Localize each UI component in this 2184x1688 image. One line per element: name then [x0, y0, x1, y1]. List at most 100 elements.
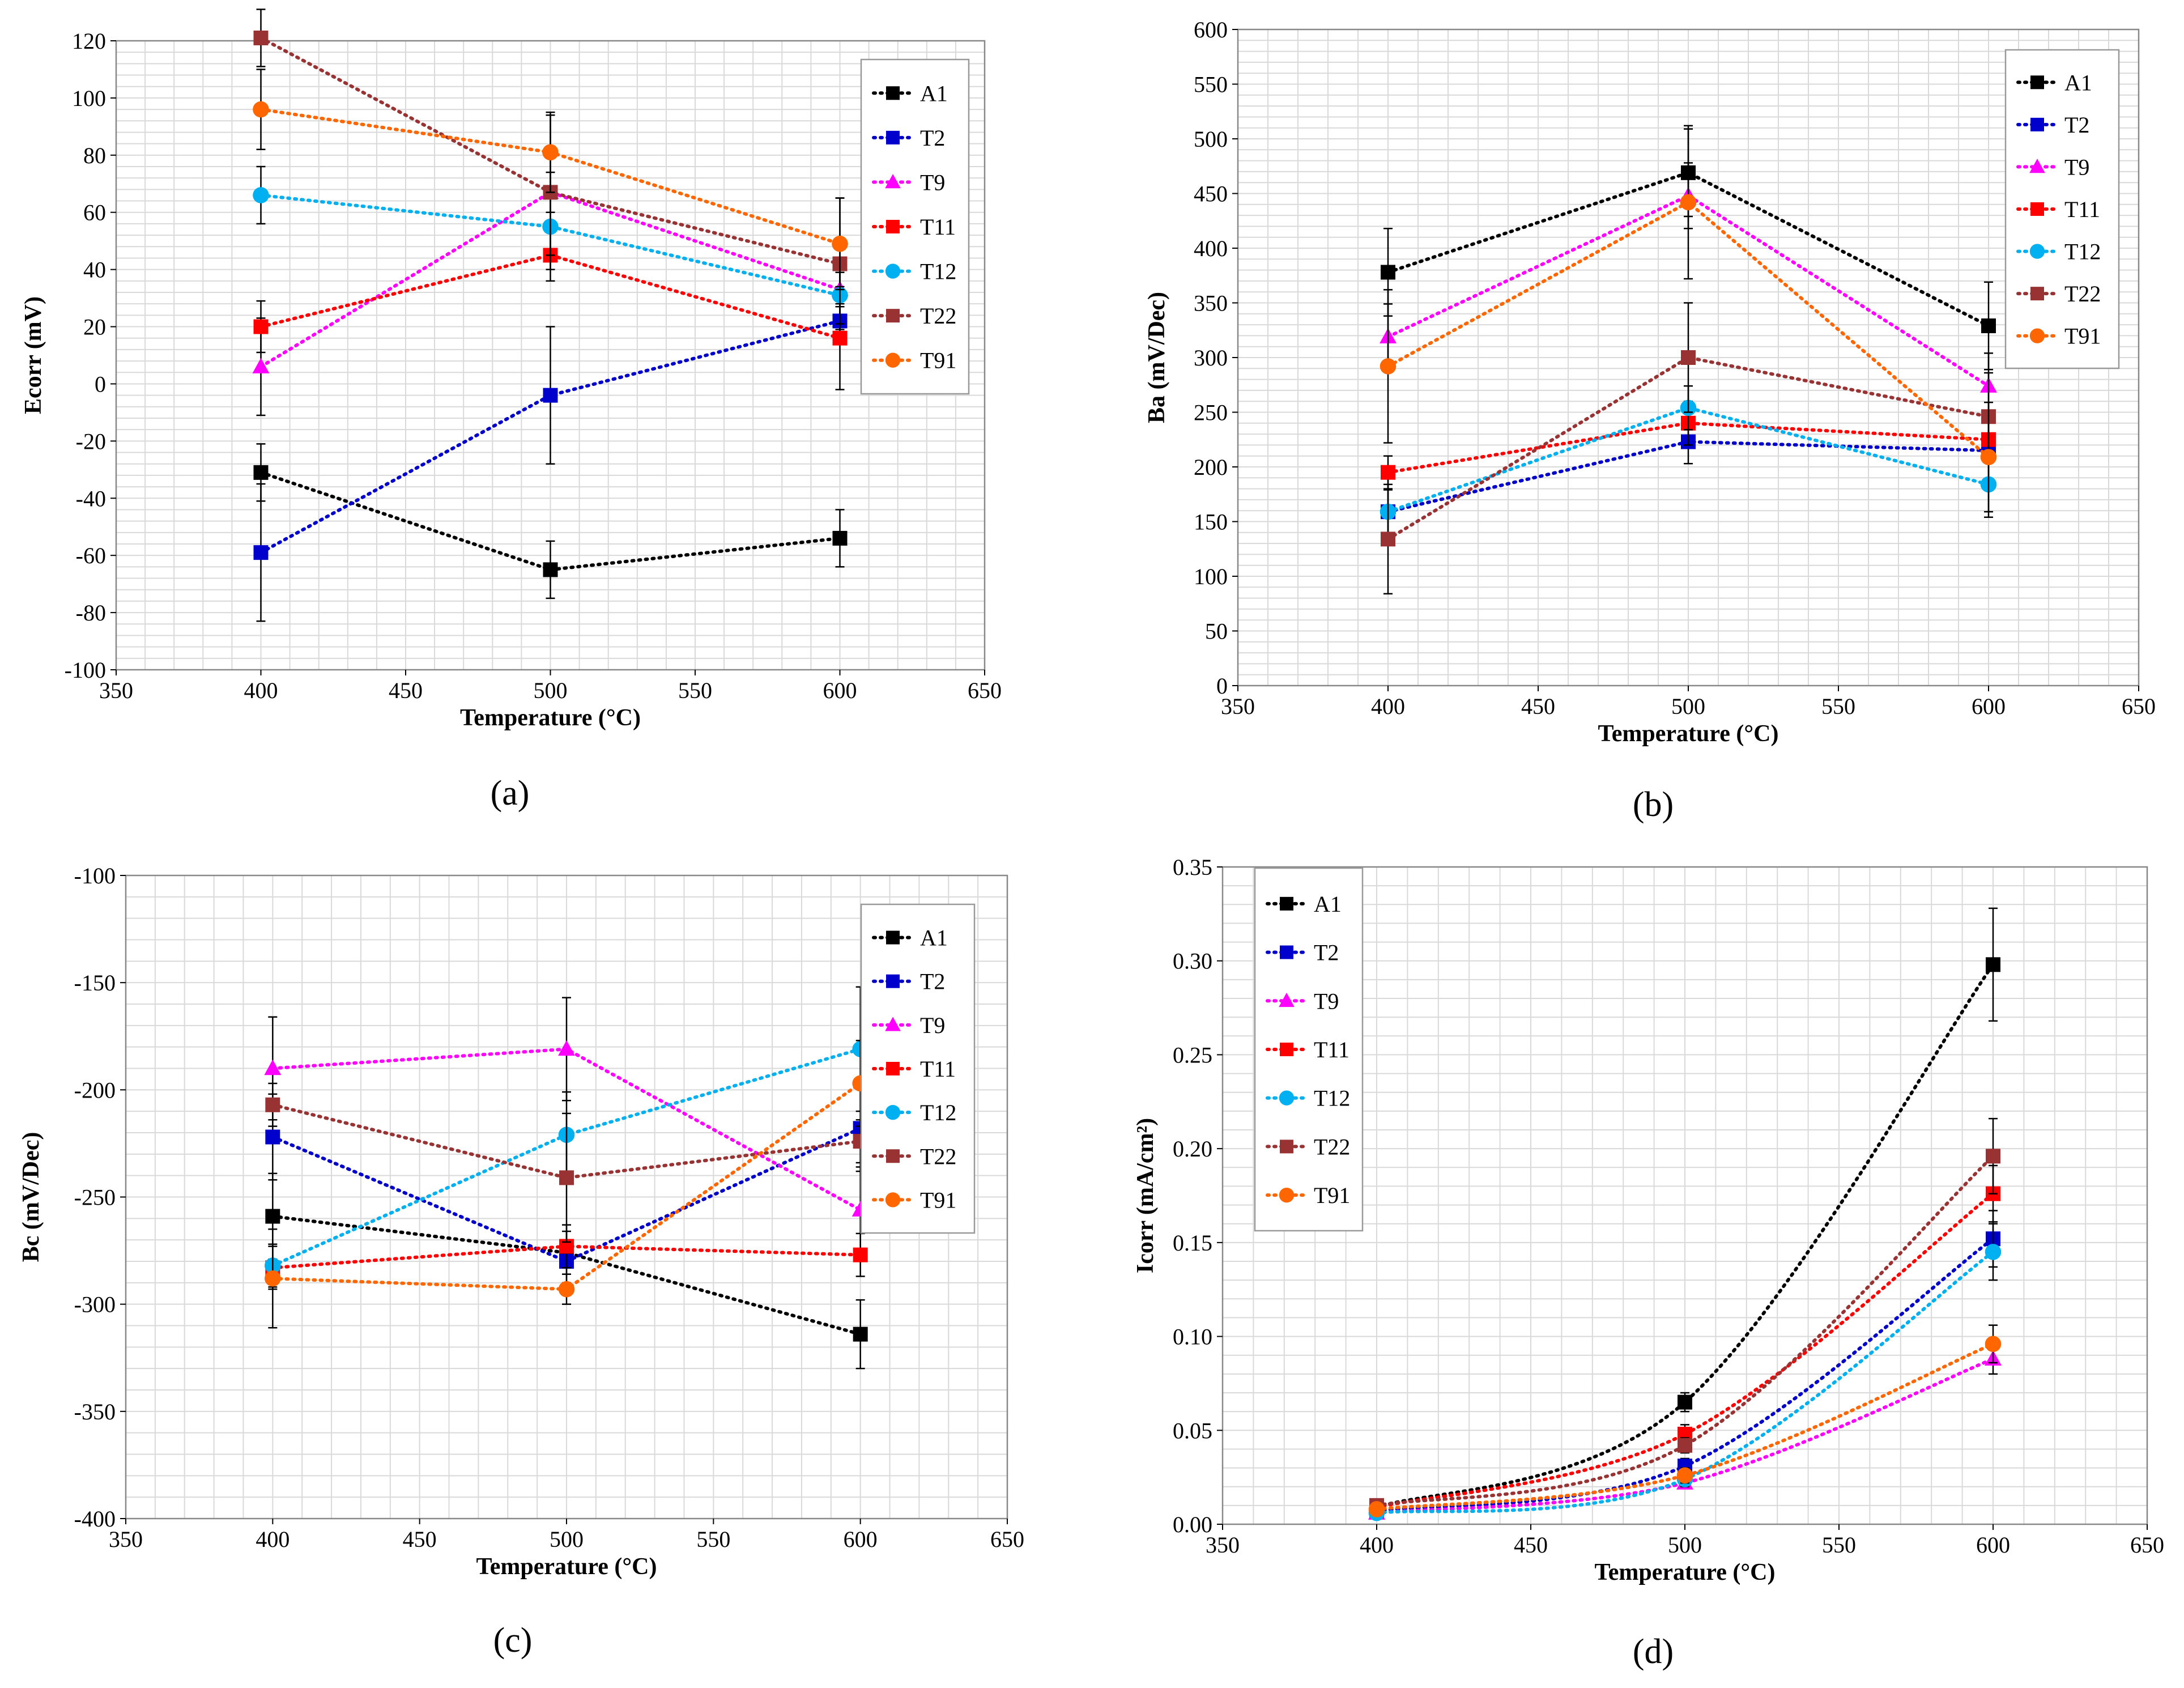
series-line: [271, 1214, 862, 1336]
x-axis-label: Temperature (°C): [1598, 721, 1779, 747]
panel-caption: (d): [1633, 1632, 1674, 1671]
x-axis-label: Temperature (°C): [476, 1554, 657, 1580]
y-tick-label: 0: [1216, 673, 1228, 699]
legend-label: T9: [920, 1013, 945, 1038]
legend-label: T12: [2064, 239, 2101, 265]
legend-box: [860, 903, 976, 1234]
legend-label: T12: [920, 1100, 956, 1125]
legend-label: T22: [2064, 281, 2101, 307]
chart-panel-d: 350 400 450 500 550 600 650 0.00 0.05 0.10 0.15 0.2…: [1133, 854, 2164, 1671]
y-tick-label: -80: [76, 600, 106, 626]
chart-panel-c: 350 400 450 500 550 600 650 -400 -350 -300 -250 -20…: [18, 863, 1024, 1660]
x-tick-label: 500: [534, 678, 568, 703]
y-tick-label: 350: [1194, 291, 1228, 316]
y-tick-label: 100: [1194, 564, 1228, 589]
data-point: [543, 388, 558, 403]
y-tick-label: -20: [76, 428, 106, 454]
data-point: [253, 545, 269, 560]
y-tick-label: 0.35: [1173, 854, 1212, 880]
x-tick-label: 550: [1821, 694, 1855, 719]
data-point: [253, 187, 269, 203]
y-tick-label: 500: [1194, 126, 1228, 152]
y-tick-label: 0.00: [1173, 1512, 1212, 1537]
data-point: [265, 1270, 281, 1287]
legend-label: T12: [920, 259, 956, 284]
series-T91: [1368, 1324, 2002, 1517]
data-point: [253, 465, 269, 480]
x-tick-label: 500: [1668, 1532, 1702, 1558]
data-point: [832, 235, 848, 252]
x-tick-label: 350: [99, 678, 133, 703]
legend-label: T91: [2064, 324, 2101, 349]
legend-marker: [885, 1192, 901, 1207]
legend: A1 T2 T9 T11 T12 T22 T91: [2004, 49, 2120, 369]
legend-marker: [886, 86, 900, 100]
y-tick-label: 550: [1194, 72, 1228, 97]
data-point: [1985, 1244, 2002, 1260]
legend: A1 T2 T9 T11 T12 T22 T91: [1254, 867, 1364, 1232]
legend-marker: [2029, 244, 2045, 259]
y-axis-label: Bc (mV/Dec): [18, 1132, 44, 1262]
data-point: [1678, 1394, 1692, 1410]
data-point: [832, 330, 848, 346]
legend-marker: [885, 352, 901, 368]
legend-label: T91: [920, 1187, 956, 1213]
data-point: [558, 1281, 575, 1298]
data-point: [853, 1326, 868, 1342]
legend: A1 T2 T9 T11 T12 T22 T91: [860, 903, 976, 1234]
legend-label: A1: [920, 80, 948, 106]
series-line: [1375, 1154, 1995, 1507]
legend-marker: [1279, 992, 1295, 1007]
y-tick-label: -40: [76, 486, 106, 511]
data-point: [1985, 1336, 2002, 1353]
y-tick-label: 0.10: [1173, 1324, 1212, 1350]
legend-marker: [886, 1062, 900, 1075]
legend-marker: [2029, 159, 2045, 173]
y-tick-label: 80: [83, 143, 106, 168]
y-tick-label: -350: [74, 1399, 116, 1425]
legend-marker: [1280, 1139, 1293, 1154]
x-tick-label: 650: [2130, 1532, 2164, 1558]
legend-marker: [885, 1017, 901, 1031]
series-T22: [1381, 302, 1996, 595]
data-point: [265, 1097, 280, 1112]
legend-label: T91: [920, 348, 956, 373]
x-tick-label: 600: [1976, 1532, 2010, 1558]
y-tick-label: 0.05: [1173, 1418, 1212, 1443]
legend-label: T9: [1314, 988, 1339, 1014]
legend-label: T12: [1314, 1086, 1350, 1111]
series-line: [1386, 406, 1990, 514]
legend-label: T22: [920, 1143, 956, 1169]
y-tick-label: -200: [74, 1077, 116, 1103]
legend-label: T2: [920, 125, 945, 151]
legend: A1 T2 T9 T11 T12 T22 T91: [860, 58, 970, 395]
data-point: [264, 1059, 282, 1075]
legend-label: A1: [1314, 891, 1342, 917]
y-tick-label: -400: [74, 1506, 116, 1532]
data-point: [253, 30, 269, 45]
y-axis-label: Ecorr (mV): [20, 296, 46, 414]
legend-marker: [1280, 896, 1293, 911]
legend-marker: [1280, 1043, 1293, 1056]
y-tick-label: 250: [1194, 400, 1228, 426]
x-tick-label: 350: [1206, 1532, 1240, 1558]
y-tick-label: 0.20: [1173, 1136, 1212, 1162]
series-A1: [253, 443, 848, 599]
x-tick-label: 450: [389, 678, 423, 703]
x-tick-label: 500: [1671, 694, 1705, 719]
series-line: [1375, 1357, 1995, 1515]
x-tick-label: 400: [1360, 1532, 1394, 1558]
x-tick-label: 600: [823, 678, 857, 703]
legend-label: T11: [2064, 197, 2100, 222]
x-tick-label: 650: [990, 1527, 1024, 1552]
y-tick-label: -60: [76, 543, 106, 568]
data-point: [1381, 532, 1395, 547]
data-point: [252, 358, 270, 373]
data-point: [1980, 449, 1997, 465]
y-tick-label: 0.30: [1173, 949, 1212, 974]
y-tick-label: 120: [72, 28, 106, 54]
legend-marker: [886, 974, 900, 988]
data-point: [253, 319, 269, 334]
x-tick-label: 350: [1221, 694, 1255, 719]
